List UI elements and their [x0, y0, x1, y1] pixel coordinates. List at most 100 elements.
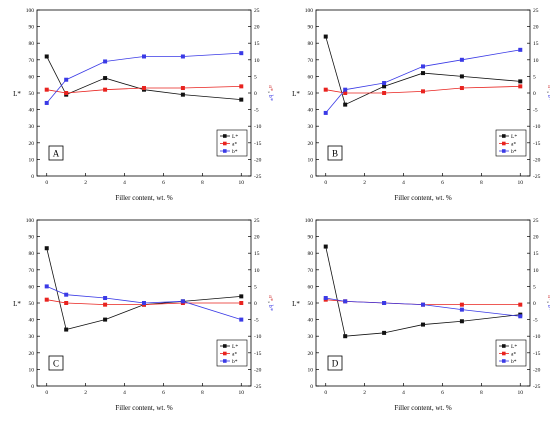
y-right-tick-label: -20 [533, 367, 541, 373]
x-tick-label: 8 [480, 180, 483, 186]
y-right-tick-label: -15 [533, 351, 541, 357]
legend-marker-b [223, 149, 227, 153]
legend-entry-b: b* [511, 359, 517, 365]
x-tick-label: 0 [324, 390, 327, 396]
y-right-axis-label-part: b* [546, 94, 550, 101]
y-right-tick-label: 10 [254, 268, 260, 274]
panel-letter: A [53, 149, 60, 159]
panel-letter-box [327, 145, 343, 161]
legend-box [216, 339, 248, 367]
legend-marker-b [223, 359, 227, 363]
y-right-tick-label: 10 [533, 268, 539, 274]
y-left-tick-label: 20 [308, 141, 314, 147]
series-line-b [325, 49, 521, 114]
panel-letter: D [332, 359, 339, 369]
series-line-a [46, 299, 242, 306]
y-right-tick-label: -10 [254, 334, 262, 340]
x-tick-label: 6 [162, 390, 165, 396]
data-point-L [382, 84, 387, 89]
y-right-axis-label-part: , [267, 91, 274, 94]
y-right-tick-label: 0 [254, 301, 257, 307]
y-right-tick-label: -5 [533, 318, 538, 324]
data-point-L [180, 92, 185, 97]
y-right-tick-label: 20 [254, 25, 260, 31]
data-point-a [459, 302, 464, 307]
y-right-tick-label: 20 [254, 235, 260, 241]
legend-marker-a [502, 351, 506, 356]
data-point-a [518, 302, 523, 307]
y-left-axis-label: L* [292, 300, 300, 308]
y-right-axis-label: a*, b* [546, 85, 550, 101]
data-point-L [518, 79, 523, 84]
data-point-L [44, 246, 49, 251]
y-right-tick-label: 5 [533, 74, 536, 80]
y-right-tick-label: 5 [533, 284, 536, 290]
x-tick-label: 0 [324, 180, 327, 186]
data-point-b [421, 64, 425, 69]
legend-entry-a: a* [232, 352, 237, 358]
y-right-tick-label: -20 [254, 157, 262, 163]
data-point-a [142, 86, 146, 91]
y-left-axis-label: L* [13, 90, 21, 98]
y-left-tick-label: 50 [29, 301, 35, 307]
data-point-a [239, 84, 244, 89]
x-axis-label: Filler content, wt. % [115, 194, 173, 202]
legend-entry-b: b* [511, 149, 517, 155]
chart-panel-a: 0102030405060708090100-25-20-15-10-50510… [13, 8, 274, 202]
y-right-axis-label: a*, b* [267, 295, 274, 311]
data-point-b [239, 317, 244, 322]
y-left-tick-label: 10 [29, 367, 35, 373]
legend-box [216, 129, 248, 157]
y-right-tick-label: 20 [533, 235, 539, 241]
y-right-tick-label: 0 [533, 91, 536, 97]
chart-panel-d: 0102030405060708090100-25-20-15-10-50510… [292, 218, 550, 412]
data-point-b [382, 301, 387, 305]
y-left-tick-label: 100 [305, 8, 314, 14]
y-right-axis-label-part: b* [267, 94, 274, 101]
data-point-L [343, 102, 348, 107]
y-right-tick-label: -15 [254, 141, 262, 147]
data-point-b [459, 57, 464, 62]
y-left-tick-label: 10 [29, 157, 35, 163]
y-left-tick-label: 40 [29, 108, 35, 114]
y-left-tick-label: 40 [29, 318, 35, 324]
legend-entry-L: L* [232, 344, 238, 350]
x-tick-label: 2 [363, 180, 366, 186]
x-tick-label: 8 [480, 390, 483, 396]
y-left-tick-label: 90 [29, 25, 35, 31]
data-point-b [64, 77, 69, 82]
data-point-L [459, 74, 464, 79]
legend-entry-L: L* [232, 134, 238, 140]
y-left-tick-label: 80 [308, 41, 314, 47]
x-tick-label: 10 [518, 390, 524, 396]
data-point-b [323, 296, 328, 301]
data-point-a [64, 91, 69, 95]
y-left-tick-label: 40 [308, 318, 314, 324]
y-left-tick-label: 20 [29, 351, 35, 357]
data-point-L [421, 322, 425, 327]
legend-marker-a [223, 351, 227, 356]
data-point-b [343, 299, 348, 304]
y-right-tick-label: -10 [533, 124, 541, 130]
x-tick-label: 10 [518, 180, 524, 186]
x-tick-label: 2 [84, 390, 87, 396]
data-point-L [103, 317, 108, 322]
legend-marker-b [502, 149, 506, 153]
panel-letter: C [53, 359, 59, 369]
x-axis-label: Filler content, wt. % [394, 404, 452, 412]
y-left-tick-label: 60 [29, 74, 35, 80]
y-left-tick-label: 50 [308, 91, 314, 97]
data-point-a [343, 91, 348, 95]
data-point-a [421, 89, 425, 94]
y-right-tick-label: -25 [254, 384, 262, 390]
y-right-tick-label: -15 [533, 141, 541, 147]
data-point-L [382, 330, 387, 335]
data-point-L [239, 294, 244, 299]
legend-box [495, 129, 527, 157]
data-point-b [44, 284, 49, 289]
y-left-tick-label: 70 [308, 58, 314, 64]
y-left-tick-label: 50 [29, 91, 35, 97]
legend-marker-a [223, 141, 227, 146]
